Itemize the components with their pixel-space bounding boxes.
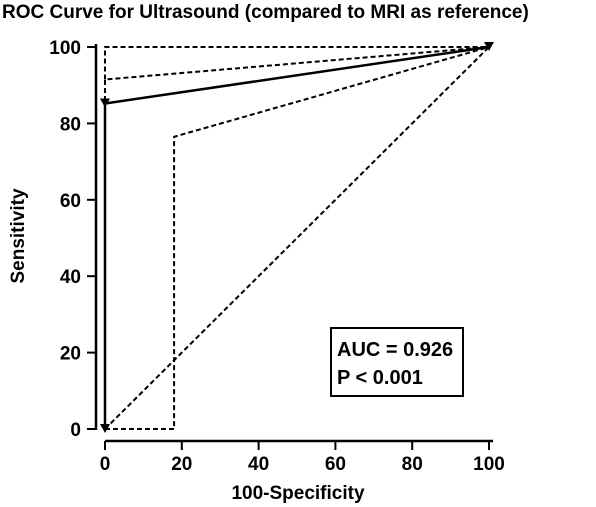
confidence-band-line [104, 46, 490, 429]
series-group [100, 42, 494, 433]
y-axis-label: Sensitivity [8, 188, 29, 283]
confidence-band-line [104, 46, 489, 80]
y-tick-label: 100 [49, 38, 81, 59]
x-tick-label: 20 [171, 454, 192, 475]
x-tick-label: 40 [248, 454, 269, 475]
confidence-band-line [104, 46, 490, 430]
auc-box-frame [330, 327, 464, 397]
auc-text: AUC = 0.926 [337, 339, 453, 361]
y-tick-label: 40 [60, 267, 81, 288]
ticks: 0 20 40 60 80 100 0 20 40 60 80 100 [49, 38, 505, 475]
y-tick-label: 80 [60, 114, 81, 135]
y-tick-label: 20 [60, 344, 81, 365]
x-tick-label: 0 [100, 454, 111, 475]
y-tick-label: 60 [60, 191, 81, 212]
x-axis-label: 100-Specificity [231, 483, 364, 504]
y-tick-label: 0 [70, 420, 81, 441]
auc-box: AUC = 0.926 P < 0.001 [330, 327, 464, 397]
confidence-band-line [105, 46, 490, 430]
axes [94, 44, 493, 443]
p-value-text: P < 0.001 [337, 367, 423, 389]
roc-point-marker [100, 98, 110, 108]
x-tick-label: 60 [325, 454, 346, 475]
x-tick-label: 100 [473, 454, 505, 475]
chart-title: ROC Curve for Ultrasound (compared to MR… [2, 2, 529, 23]
x-tick-label: 80 [402, 454, 423, 475]
